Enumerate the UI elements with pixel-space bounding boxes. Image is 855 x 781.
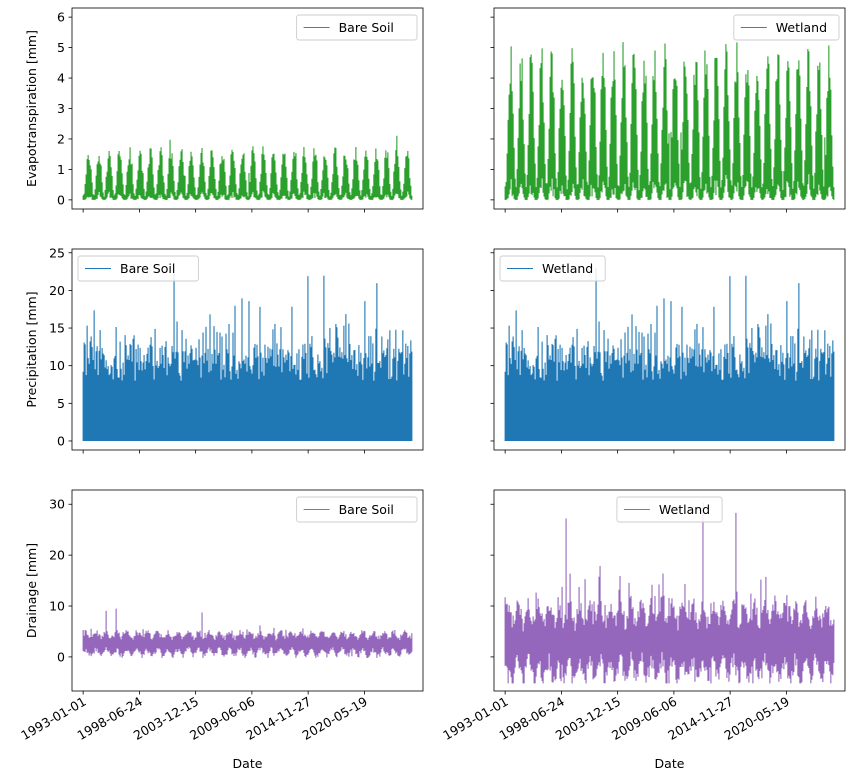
legend: Bare Soil bbox=[77, 255, 199, 282]
legend-box bbox=[733, 14, 840, 41]
panel-evapotranspiration-bare-soil: 0 1 2 3 4 5 6 Evapotranspiration [mm] Bare Soil bbox=[24, 7, 424, 213]
series-line-bare-soil bbox=[82, 608, 413, 658]
panel-evapotranspiration-wetland: Wetland bbox=[490, 7, 846, 213]
y-axis-label: Drainage [mm] bbox=[24, 543, 39, 638]
panel-drainage-wetland: 1993-01-011998-06-242003-12-152009-06-06… bbox=[440, 489, 846, 771]
legend-box bbox=[296, 14, 418, 41]
y-tick-label: 6 bbox=[57, 10, 65, 25]
y-tick-label: 1 bbox=[57, 162, 65, 177]
legend-label: Wetland bbox=[776, 20, 827, 35]
y-tick-label: 3 bbox=[57, 101, 65, 116]
y-tick-label: 2 bbox=[57, 131, 65, 146]
legend-box bbox=[499, 255, 606, 282]
y-tick-label: 5 bbox=[57, 396, 65, 411]
legend: Bare Soil bbox=[296, 14, 418, 41]
legend-label: Bare Soil bbox=[339, 502, 394, 517]
y-axis-label: Evapotranspiration [mm] bbox=[24, 30, 39, 187]
series-line-wetland bbox=[504, 42, 835, 200]
legend: Bare Soil bbox=[296, 496, 418, 523]
legend-label: Bare Soil bbox=[339, 20, 394, 35]
legend: Wetland bbox=[499, 255, 606, 282]
y-tick-label: 0 bbox=[57, 433, 65, 448]
legend-label: Bare Soil bbox=[120, 261, 175, 276]
x-axis-label: Date bbox=[233, 756, 263, 771]
axes-frame bbox=[71, 489, 424, 692]
legend-label: Wetland bbox=[659, 502, 710, 517]
legend-box bbox=[77, 255, 199, 282]
x-axis-label: Date bbox=[655, 756, 685, 771]
y-tick-label: 0 bbox=[57, 192, 65, 207]
legend-box bbox=[616, 496, 723, 523]
y-axis-label: Precipitation [mm] bbox=[24, 291, 39, 407]
y-tick-label: 25 bbox=[49, 245, 65, 260]
panel-drainage-bare-soil: 01020301993-01-011998-06-242003-12-15200… bbox=[18, 489, 424, 771]
panel-precipitation-wetland: Wetland bbox=[490, 248, 846, 454]
y-tick-label: 4 bbox=[57, 71, 65, 86]
series-line-wetland bbox=[504, 268, 835, 441]
series-line-bare-soil bbox=[82, 135, 413, 200]
axes-frame bbox=[71, 248, 424, 451]
y-tick-label: 10 bbox=[49, 599, 65, 614]
y-tick-label: 0 bbox=[57, 649, 65, 664]
axes-frame bbox=[493, 248, 846, 451]
panel-precipitation-bare-soil: 0 5 10 15 20 25 Precipitation [mm] Bare Soil bbox=[24, 245, 424, 454]
y-tick-label: 5 bbox=[57, 40, 65, 55]
y-tick-label: 20 bbox=[49, 283, 65, 298]
legend-label: Wetland bbox=[542, 261, 593, 276]
y-tick-label: 10 bbox=[49, 358, 65, 373]
y-tick-label: 30 bbox=[49, 497, 65, 512]
axes-frame bbox=[493, 489, 846, 692]
y-tick-label: 20 bbox=[49, 548, 65, 563]
legend: Wetland bbox=[616, 496, 723, 523]
y-tick-label: 15 bbox=[49, 321, 65, 336]
legend-box bbox=[296, 496, 418, 523]
series-line-bare-soil bbox=[82, 268, 413, 441]
series-line-wetland bbox=[504, 502, 835, 684]
legend: Wetland bbox=[733, 14, 840, 41]
